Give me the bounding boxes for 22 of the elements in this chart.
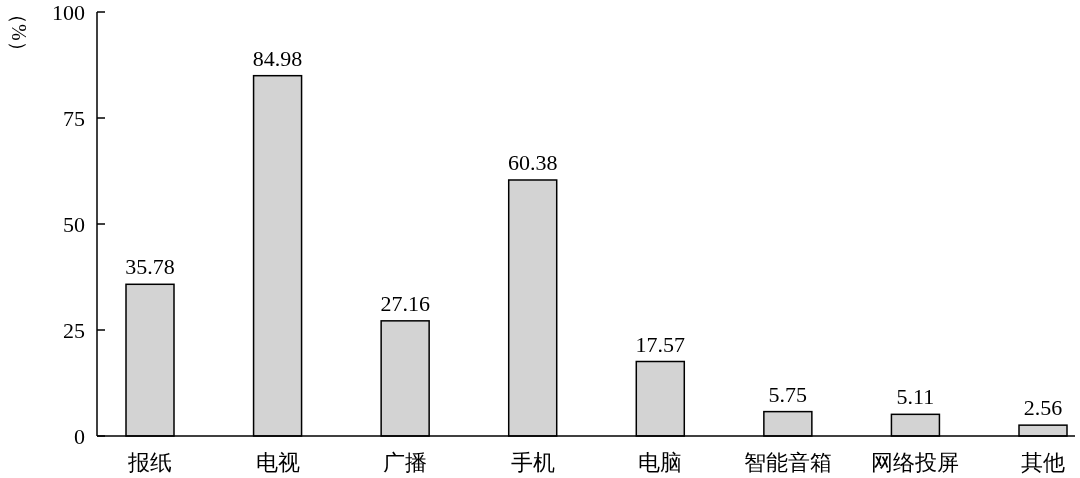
x-tick-label: 电视 xyxy=(255,450,300,475)
x-tick-label: 广播 xyxy=(383,450,428,475)
x-tick-label: 智能音箱 xyxy=(743,450,832,475)
y-tick-label: 100 xyxy=(52,0,85,25)
x-tick-label: 手机 xyxy=(510,450,555,475)
y-tick-label: 25 xyxy=(63,318,85,343)
data-label: 2.56 xyxy=(1023,395,1063,421)
x-tick-label: 其他 xyxy=(1021,450,1065,475)
data-label: 27.16 xyxy=(380,290,430,316)
data-label: 17.57 xyxy=(635,331,686,357)
data-label: 5.11 xyxy=(896,384,935,410)
y-tick-label: 0 xyxy=(74,424,85,449)
data-label: 35.78 xyxy=(125,254,175,280)
y-tick-label: 75 xyxy=(63,106,85,131)
x-tick-label: 报纸 xyxy=(127,450,172,475)
data-label: 84.98 xyxy=(252,45,303,71)
y-axis-title: （%） xyxy=(8,4,30,61)
x-tick-label: 网络投屏 xyxy=(871,450,960,475)
x-tick-label: 电脑 xyxy=(638,450,683,475)
data-label: 60.38 xyxy=(507,149,558,175)
data-label: 5.75 xyxy=(768,381,808,407)
y-tick-label: 50 xyxy=(63,212,85,237)
